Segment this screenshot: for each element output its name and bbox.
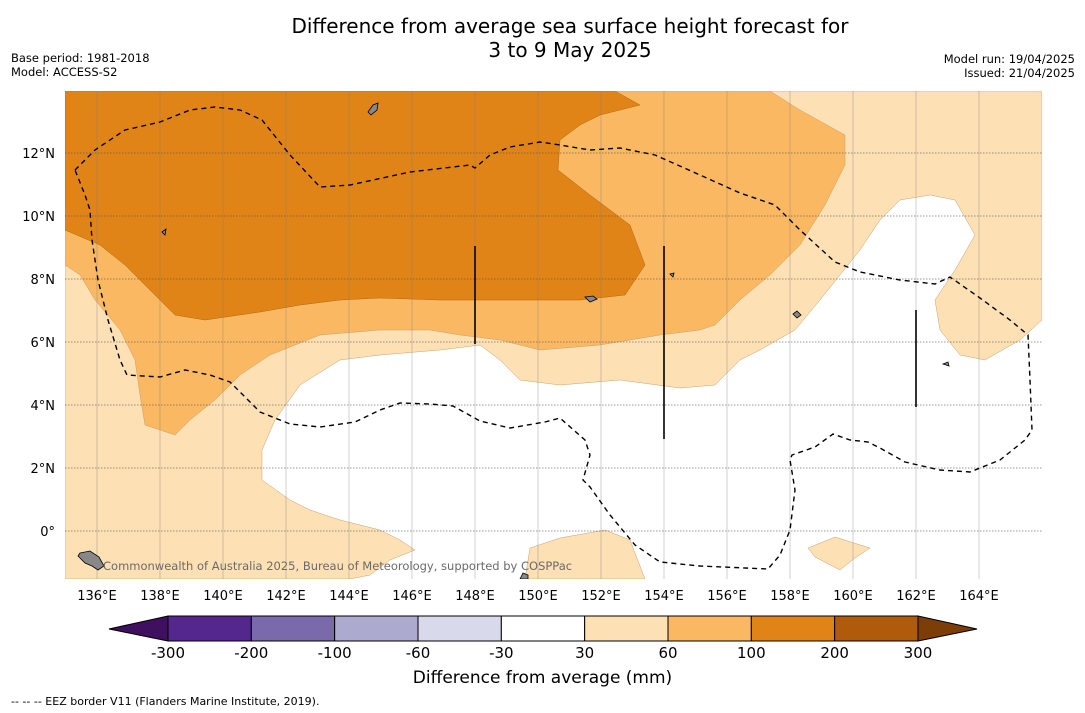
colorbar-cells bbox=[167, 615, 919, 642]
copyright-notice: Commonwealth of Australia 2025, Bureau o… bbox=[103, 559, 572, 573]
lon-label: 138°E bbox=[140, 589, 180, 604]
anomaly-100-200 bbox=[65, 91, 646, 321]
land-islands bbox=[77, 102, 950, 579]
anomaly-30-60-patch-east bbox=[807, 536, 871, 571]
lat-label: 4°N bbox=[31, 399, 56, 414]
lon-label: 142°E bbox=[266, 589, 306, 604]
colorbar-tick-label: -100 bbox=[318, 644, 352, 662]
colorbar-cell bbox=[667, 615, 752, 642]
meta-right: Model run: 19/04/2025 Issued: 21/04/2025 bbox=[944, 52, 1075, 80]
lon-label: 152°E bbox=[581, 589, 621, 604]
colorbar-tick-label: 60 bbox=[658, 644, 677, 662]
lat-label: 8°N bbox=[31, 273, 56, 288]
lon-axis: 136°E 138°E 140°E 142°E 144°E 146°E 148°… bbox=[77, 589, 999, 604]
lon-label: 148°E bbox=[455, 589, 495, 604]
colorbar-tick-label: 200 bbox=[820, 644, 849, 662]
lat-gridlines bbox=[65, 152, 1042, 532]
colorbar-cell bbox=[334, 615, 419, 642]
colorbar-tick-label: -30 bbox=[489, 644, 514, 662]
lat-label: 6°N bbox=[31, 336, 56, 351]
colorbar: -300 -200 -100 -60 -30 30 60 100 200 300 bbox=[108, 615, 978, 662]
colorbar-tick-label: -300 bbox=[151, 644, 185, 662]
boundary-lines bbox=[474, 246, 917, 439]
lat-label: 10°N bbox=[22, 210, 55, 225]
lon-label: 140°E bbox=[203, 589, 243, 604]
title-line-1: Difference from average sea surface heig… bbox=[291, 14, 849, 38]
lon-label: 154°E bbox=[644, 589, 684, 604]
colorbar-tick-label: 300 bbox=[904, 644, 933, 662]
lon-label: 136°E bbox=[77, 589, 117, 604]
colorbar-over-arrow bbox=[917, 615, 978, 642]
base-period: Base period: 1981-2018 bbox=[11, 51, 150, 65]
colorbar-ticks: -300 -200 -100 -60 -30 30 60 100 200 300 bbox=[151, 644, 932, 662]
colorbar-tick-label: -200 bbox=[234, 644, 268, 662]
lat-label: 2°N bbox=[31, 462, 56, 477]
lon-label: 150°E bbox=[518, 589, 558, 604]
lon-label: 144°E bbox=[329, 589, 369, 604]
colorbar-tick-label: 30 bbox=[575, 644, 594, 662]
chart-title: Difference from average sea surface heig… bbox=[0, 14, 1085, 62]
issued-date: Issued: 21/04/2025 bbox=[964, 66, 1075, 80]
map-area: Commonwealth of Australia 2025, Bureau o… bbox=[65, 91, 1042, 579]
colorbar-cell bbox=[750, 615, 836, 642]
anomaly-30-60-patch-south bbox=[524, 529, 646, 579]
lon-label: 160°E bbox=[833, 589, 873, 604]
lat-label: 12°N bbox=[22, 147, 55, 162]
lon-label: 164°E bbox=[959, 589, 999, 604]
colorbar-cell bbox=[500, 615, 586, 642]
model-run: Model run: 19/04/2025 bbox=[943, 52, 1075, 66]
model-name: Model: ACCESS-S2 bbox=[11, 65, 118, 79]
lat-axis: 12°N 10°N 8°N 6°N 4°N 2°N 0° bbox=[22, 147, 55, 540]
colorbar-cell bbox=[417, 615, 502, 642]
lon-label: 162°E bbox=[896, 589, 936, 604]
lon-label: 146°E bbox=[392, 589, 432, 604]
meta-left: Base period: 1981-2018 Model: ACCESS-S2 bbox=[11, 51, 150, 79]
title-line-2: 3 to 9 May 2025 bbox=[488, 38, 652, 62]
eez-footnote: -- -- -- EEZ border V11 (Flanders Marine… bbox=[11, 695, 320, 708]
colorbar-cell bbox=[250, 615, 336, 642]
colorbar-cell bbox=[167, 615, 252, 642]
lon-label: 156°E bbox=[707, 589, 747, 604]
colorbar-cell bbox=[584, 615, 669, 642]
lon-label: 158°E bbox=[770, 589, 810, 604]
colorbar-tick-label: 100 bbox=[737, 644, 766, 662]
colorbar-label: Difference from average (mm) bbox=[412, 668, 673, 688]
lat-label: 0° bbox=[40, 525, 55, 540]
colorbar-under-arrow bbox=[108, 615, 169, 642]
colorbar-tick-label: -60 bbox=[406, 644, 431, 662]
colorbar-cell bbox=[834, 615, 919, 642]
eez-borders bbox=[74, 106, 1033, 570]
